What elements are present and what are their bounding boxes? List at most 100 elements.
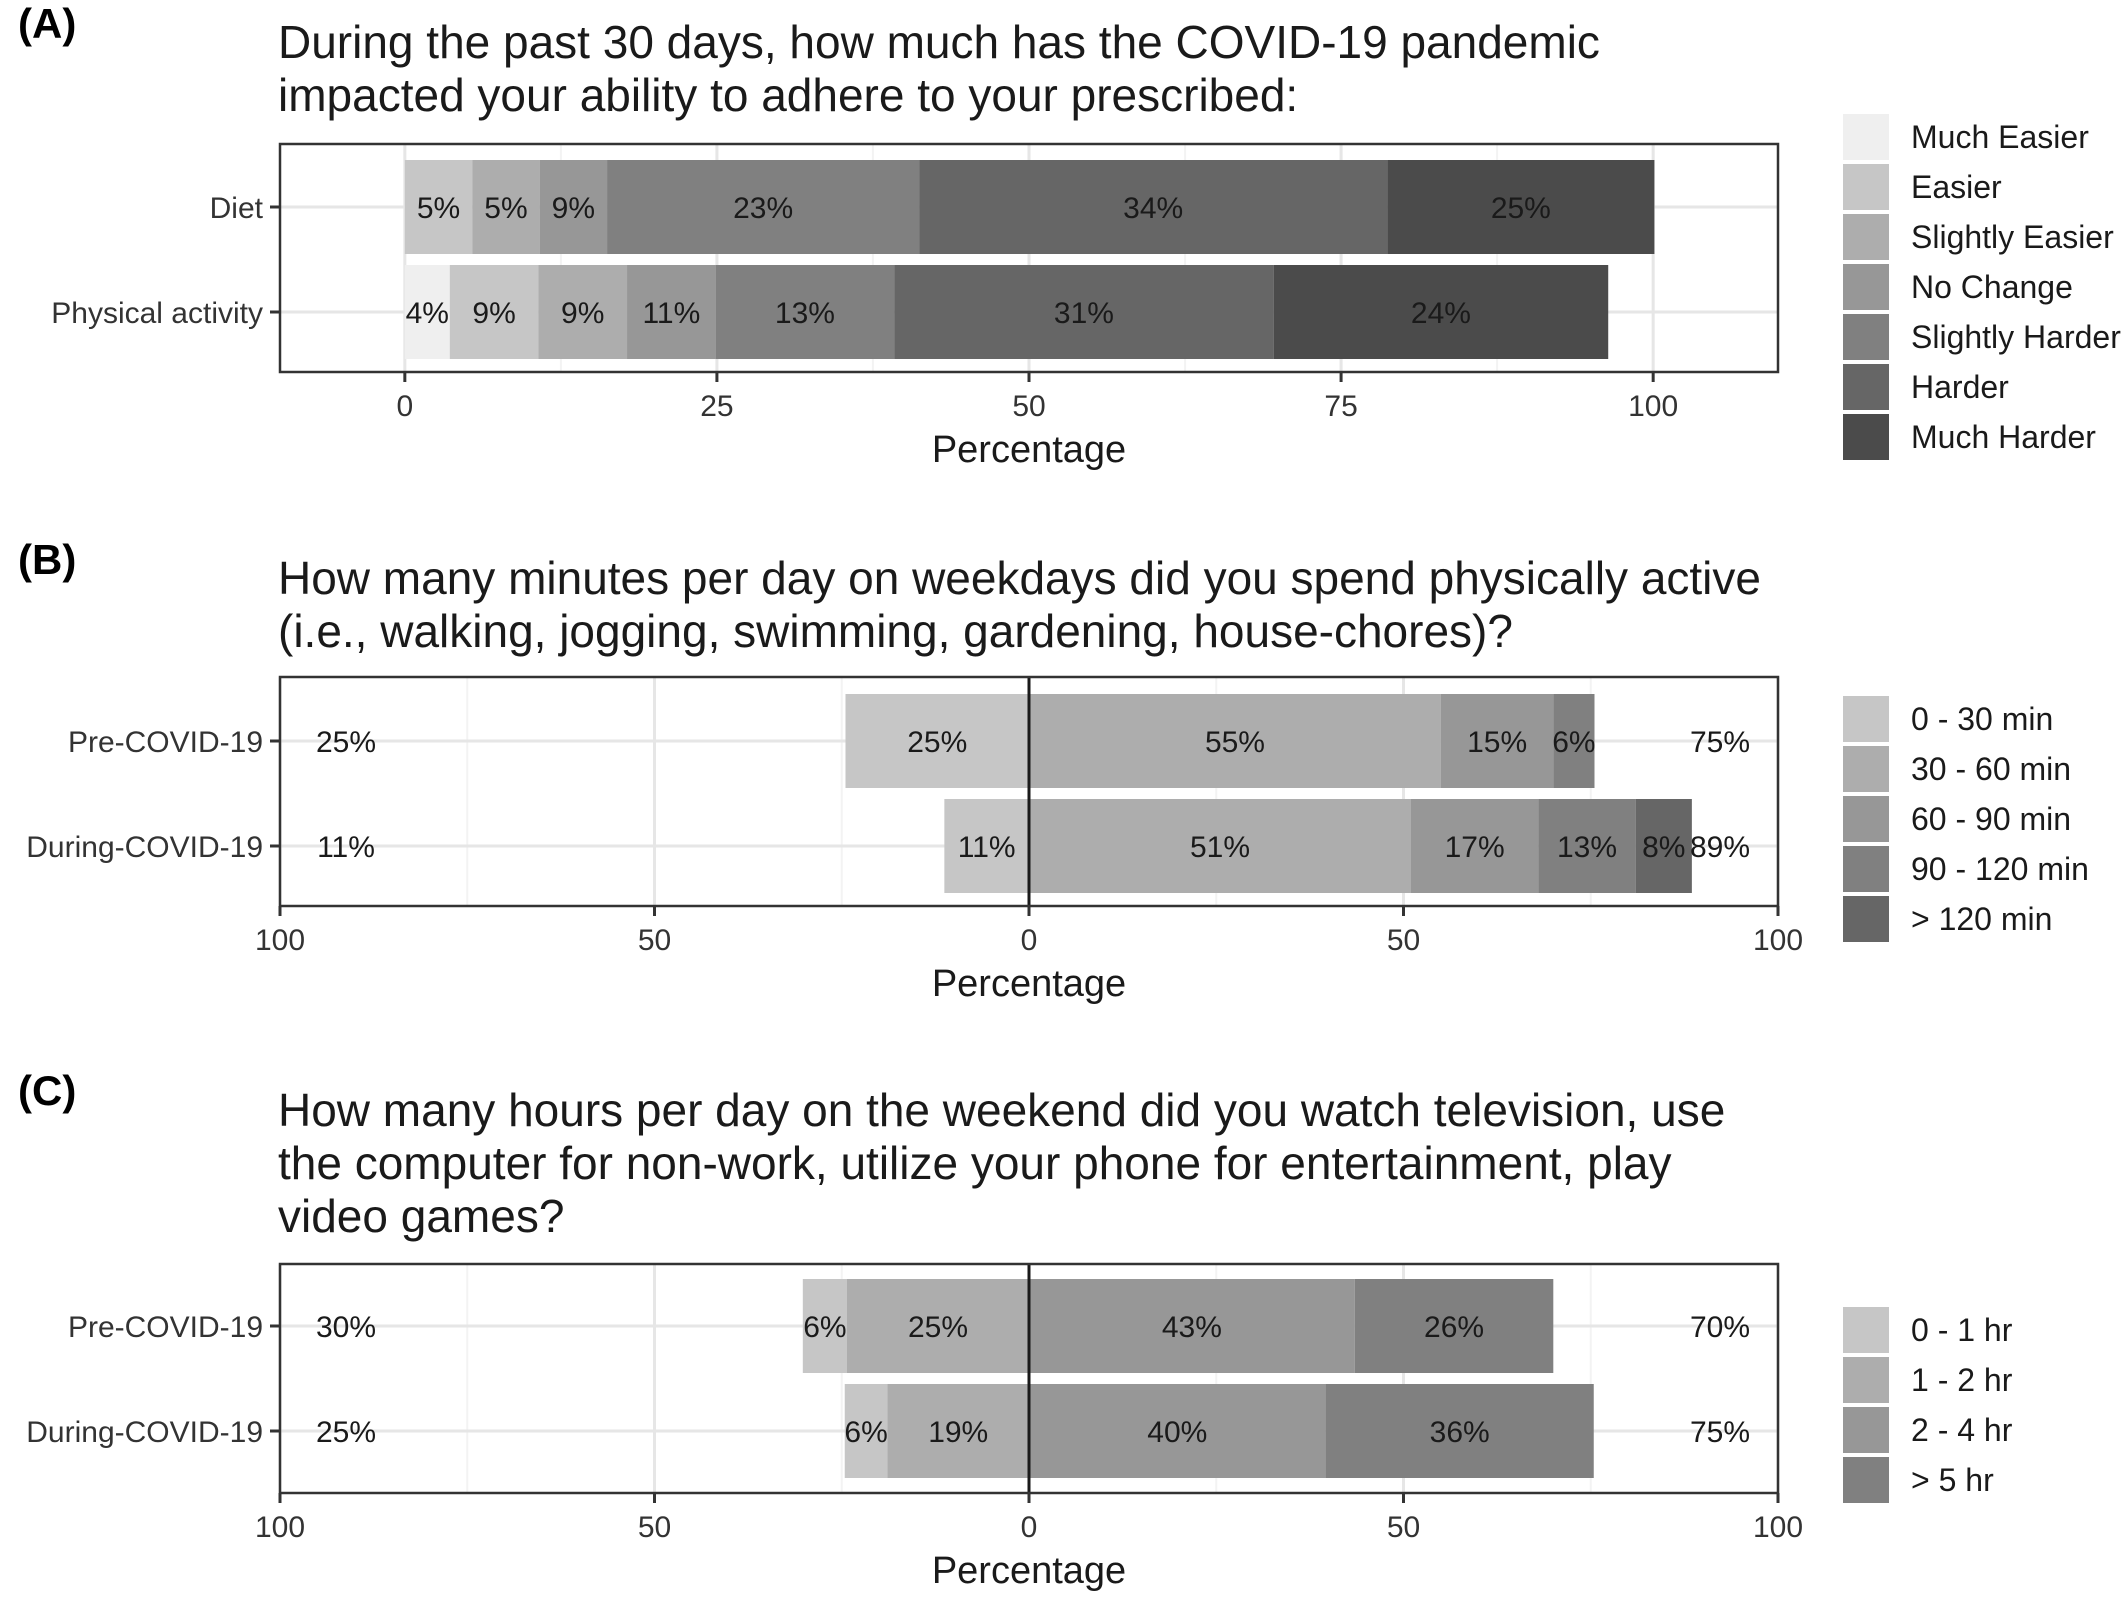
x-tick-label: 0 [1021,924,1038,957]
bar-segment [1029,799,1411,893]
bar-label: 31% [1054,297,1114,330]
legend-swatch [1843,1357,1889,1403]
bar-label: 15% [1467,726,1527,759]
bar-label: 36% [1430,1416,1490,1449]
bar-segment [1440,694,1554,788]
left-total-label: 30% [316,1311,376,1344]
legend-swatch [1843,364,1889,410]
right-total-label: 75% [1690,1416,1750,1449]
y-tick-label: Diet [210,192,264,225]
bar-label: 13% [775,297,835,330]
legend-label: Much Easier [1911,119,2089,155]
bar-label: 34% [1123,192,1183,225]
bar-label: 17% [1445,831,1505,864]
bar-segment [944,799,1029,893]
legend: Much Easier Easier Slightly Easier No Chang… [1843,114,2121,460]
legend-swatch [1843,696,1889,742]
legend-label: 0 - 30 min [1911,701,2053,737]
bar-segment [627,265,716,359]
legend-label: > 5 hr [1911,1462,1994,1498]
x-tick-label: 50 [1387,924,1420,957]
x-tick-label: 100 [1628,390,1678,423]
legend-label: 60 - 90 min [1911,801,2071,837]
legend-swatch [1843,1407,1889,1453]
left-total-label: 11% [317,831,375,864]
legend-label: No Change [1911,269,2073,305]
bar-label: 5% [417,192,460,225]
legend-swatch [1843,164,1889,210]
bar-label: 11% [958,831,1016,864]
chart-title-line: video games? [278,1190,564,1242]
legend: 0 - 30 min 30 - 60 min 60 - 90 min 90 - 120… [1843,696,2089,942]
y-tick-label: During-COVID-19 [26,831,263,864]
x-tick-label: 50 [638,1511,671,1544]
bar-label: 40% [1147,1416,1207,1449]
legend-label: Slightly Easier [1911,219,2114,255]
bar-label: 55% [1205,726,1265,759]
chart-title-line: impacted your ability to adhere to your … [278,69,1298,121]
legend-swatch [1843,1307,1889,1353]
bar-label: 4% [406,297,449,330]
legend-swatch [1843,214,1889,260]
legend-swatch [1843,114,1889,160]
legend-label: Easier [1911,169,2002,205]
bar-segment [1029,1279,1355,1373]
x-tick-label: 50 [1012,390,1045,423]
legend-label: 90 - 120 min [1911,851,2089,887]
legend-swatch [1843,314,1889,360]
right-total-label: 70% [1690,1311,1750,1344]
bar-label: 13% [1557,831,1617,864]
left-total-label: 25% [316,1416,376,1449]
bar-label: 25% [907,726,967,759]
bar-label: 6% [803,1311,846,1344]
x-tick-label: 0 [1021,1511,1038,1544]
bar-label: 6% [844,1416,887,1449]
bar-segment [472,160,540,254]
panel-letter: (C) [18,1067,76,1114]
legend-label: 2 - 4 hr [1911,1412,2013,1448]
bar-label: 9% [561,297,604,330]
legend-label: Much Harder [1911,419,2096,455]
y-tick-label: During-COVID-19 [26,1416,263,1449]
x-axis-label: Percentage [932,963,1126,1005]
x-tick-label: 50 [638,924,671,957]
legend-label: 30 - 60 min [1911,751,2071,787]
bar-label: 26% [1424,1311,1484,1344]
legend-swatch [1843,896,1889,942]
bar-segment [1029,1384,1326,1478]
bar-segment [1029,694,1441,788]
bar-segment [1325,1384,1594,1478]
bar-segment [1553,694,1595,788]
bar-segment [404,160,473,254]
legend-swatch [1843,414,1889,460]
legend-swatch [1843,1457,1889,1503]
bar-segment [1538,799,1636,893]
bar-segment [1387,160,1655,254]
bar-segment [1410,799,1539,893]
bar-segment [449,265,539,359]
bar-label: 19% [928,1416,988,1449]
bar-label: 24% [1411,297,1471,330]
chart-title-line: During the past 30 days, how much has th… [278,16,1600,68]
chart-title-line: (i.e., walking, jogging, swimming, garde… [278,605,1513,657]
bar-label: 11% [642,297,700,330]
y-tick-label: Pre-COVID-19 [68,726,263,759]
x-axis-label: Percentage [932,429,1126,471]
bar-label: 25% [908,1311,968,1344]
legend-swatch [1843,264,1889,310]
panel-0: (A) During the past 30 days, how much has… [18,0,2121,471]
x-tick-label: 100 [1753,1511,1803,1544]
legend-label: Slightly Harder [1911,319,2121,355]
bar-segment [715,265,895,359]
bar-segment [607,160,920,254]
bar-segment [539,160,608,254]
bar-segment [844,1384,888,1478]
left-total-label: 25% [316,726,376,759]
x-tick-label: 100 [255,1511,305,1544]
x-tick-label: 50 [1387,1511,1420,1544]
bar-segment [1354,1279,1554,1373]
panel-letter: (B) [18,536,76,583]
x-tick-label: 100 [255,924,305,957]
